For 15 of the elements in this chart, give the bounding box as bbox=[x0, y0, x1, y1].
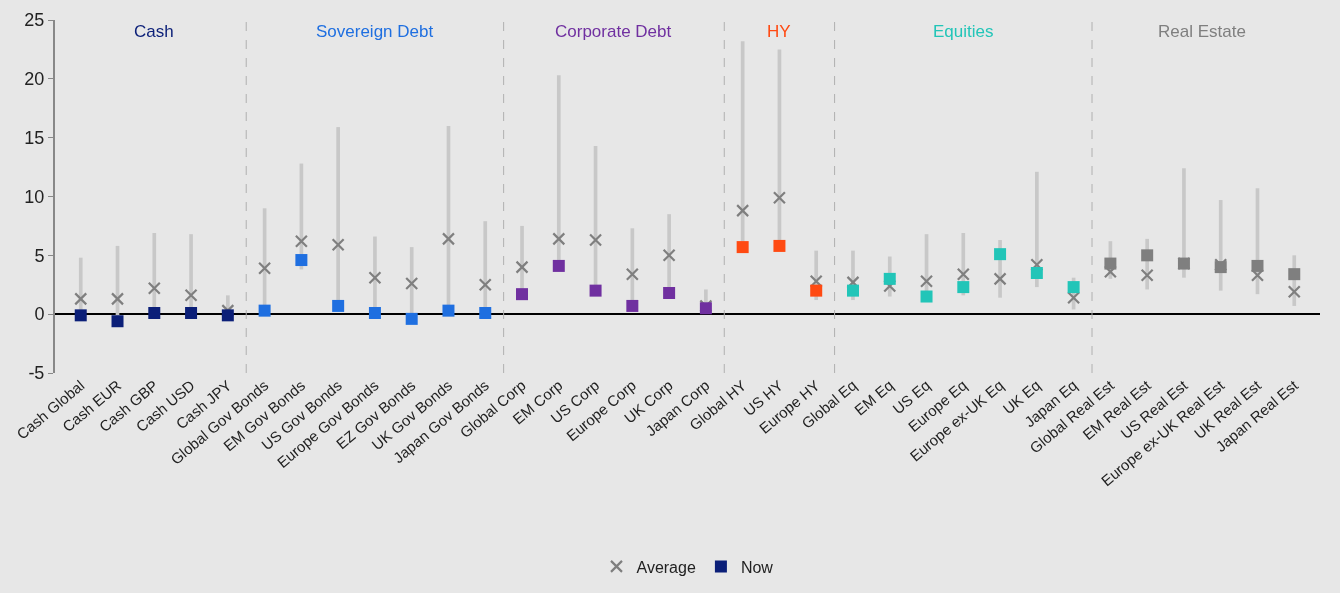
y-tick-label: 10 bbox=[24, 186, 45, 207]
annotation: HY bbox=[767, 22, 791, 41]
y-tick-label: 5 bbox=[34, 245, 45, 266]
annotation: Real Estate bbox=[1158, 22, 1246, 41]
y-tick-label: -5 bbox=[28, 363, 45, 384]
y-tick-label: 25 bbox=[24, 10, 45, 31]
y-tick-label: 15 bbox=[24, 127, 45, 148]
y-tick-label: 0 bbox=[34, 304, 45, 325]
annotation: Equities bbox=[933, 22, 994, 41]
annotation: Corporate Debt bbox=[555, 22, 672, 41]
y-tick-label: 20 bbox=[24, 69, 45, 90]
legend-label: Now bbox=[740, 558, 774, 576]
legend-label: Average bbox=[636, 558, 696, 576]
annotation: Sovereign Debt bbox=[316, 22, 434, 41]
annotation: Cash bbox=[134, 22, 174, 41]
